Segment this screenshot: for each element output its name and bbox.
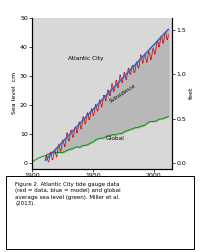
Text: Global: Global [105,136,124,141]
Text: Subsidence: Subsidence [109,83,137,104]
Text: Figure 2. Atlantic City tide gauge data
(red = data, blue = model) and global
av: Figure 2. Atlantic City tide gauge data … [15,181,121,206]
Y-axis label: feet: feet [189,87,194,100]
X-axis label: Year: Year [95,181,109,187]
Text: Atlantic City: Atlantic City [68,56,103,61]
Y-axis label: Sea level  cm: Sea level cm [12,72,17,114]
FancyBboxPatch shape [6,176,194,249]
